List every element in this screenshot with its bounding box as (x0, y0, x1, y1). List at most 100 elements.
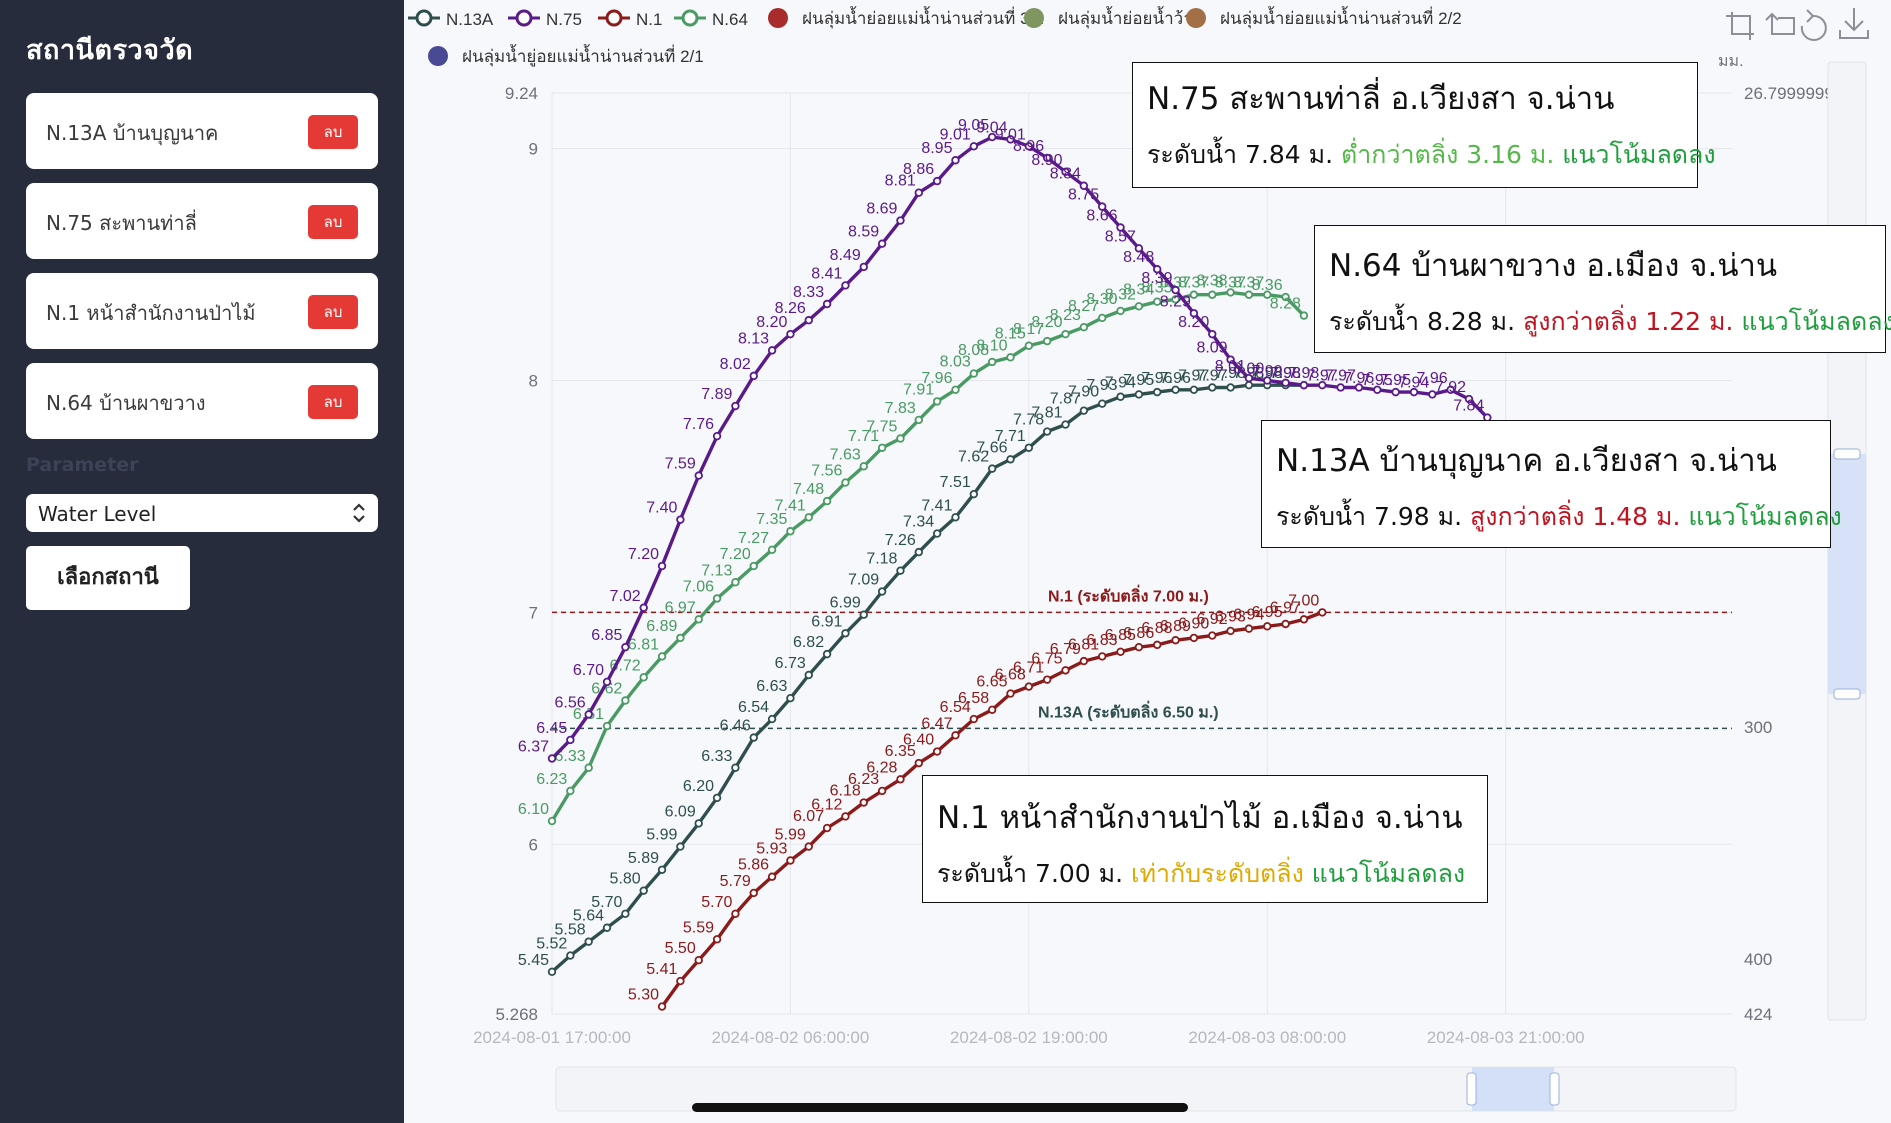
data-point[interactable] (547, 967, 557, 976)
vertical-zoom-handle-bottom[interactable] (1833, 688, 1861, 700)
data-point[interactable] (1024, 443, 1034, 452)
data-point[interactable] (951, 513, 960, 522)
legend-swatch-marker[interactable] (515, 9, 533, 27)
data-point[interactable] (1226, 355, 1235, 364)
data-point[interactable] (969, 142, 979, 151)
data-point[interactable] (951, 731, 960, 740)
select-station-button[interactable]: เลือกสถานี (26, 546, 190, 610)
data-point[interactable] (1409, 387, 1419, 397)
legend-swatch[interactable] (768, 8, 788, 28)
legend-swatch[interactable] (1024, 8, 1044, 28)
station-card-n1[interactable]: N.1 หน้าสำนักงานป่าไม้ ลบ (26, 273, 378, 349)
data-point[interactable] (1208, 329, 1217, 339)
data-point[interactable] (1024, 142, 1034, 151)
data-point[interactable] (1171, 636, 1180, 645)
data-point[interactable] (1006, 135, 1015, 144)
data-point[interactable] (712, 935, 722, 944)
data-point[interactable] (1336, 383, 1345, 392)
data-point[interactable] (1428, 390, 1437, 399)
data-point[interactable] (1153, 387, 1162, 397)
data-point[interactable] (932, 529, 942, 538)
data-point[interactable] (1281, 619, 1290, 629)
data-point[interactable] (712, 594, 722, 603)
data-point[interactable] (896, 434, 905, 443)
data-point[interactable] (1079, 322, 1089, 332)
data-point[interactable] (877, 239, 887, 248)
data-point[interactable] (1171, 385, 1180, 394)
data-point[interactable] (951, 385, 960, 394)
station-card-n75[interactable]: N.75 สะพานท่าลี่ ลบ (26, 183, 378, 259)
data-point[interactable] (1281, 292, 1290, 302)
legend-swatch[interactable] (428, 46, 448, 66)
data-point[interactable] (767, 545, 777, 554)
data-point[interactable] (767, 872, 777, 881)
data-point[interactable] (1134, 642, 1144, 652)
data-point[interactable] (877, 587, 887, 596)
data-point[interactable] (914, 415, 923, 425)
data-point[interactable] (1299, 615, 1309, 624)
legend-swatch[interactable] (1186, 8, 1206, 28)
data-point[interactable] (859, 610, 868, 619)
data-point[interactable] (731, 763, 740, 772)
data-point[interactable] (1024, 682, 1034, 691)
data-point[interactable] (1042, 427, 1052, 436)
data-point[interactable] (1354, 383, 1364, 392)
data-point[interactable] (1042, 153, 1052, 163)
data-point[interactable] (1189, 385, 1199, 394)
data-point[interactable] (859, 262, 868, 272)
data-point[interactable] (749, 888, 758, 898)
data-point[interactable] (1024, 341, 1034, 350)
data-point[interactable] (896, 566, 905, 575)
data-point[interactable] (566, 951, 575, 960)
data-point[interactable] (547, 816, 557, 826)
data-point[interactable] (914, 758, 923, 768)
data-point[interactable] (694, 819, 703, 828)
data-point[interactable] (877, 786, 887, 796)
data-point[interactable] (951, 156, 960, 165)
data-point[interactable] (1208, 383, 1217, 392)
data-point[interactable] (621, 696, 630, 705)
data-point[interactable] (786, 329, 795, 339)
data-point[interactable] (1079, 406, 1089, 415)
data-point[interactable] (749, 733, 758, 742)
data-point[interactable] (584, 937, 593, 946)
data-point[interactable] (602, 721, 612, 731)
data-point[interactable] (1226, 383, 1235, 392)
data-point[interactable] (804, 842, 813, 851)
data-point[interactable] (987, 132, 997, 142)
data-point[interactable] (1208, 290, 1217, 299)
horizontal-zoom-handle-left[interactable] (1466, 1072, 1477, 1106)
data-point[interactable] (584, 763, 593, 772)
data-point[interactable] (822, 496, 832, 506)
data-point[interactable] (584, 710, 593, 719)
data-point[interactable] (841, 629, 850, 638)
data-point[interactable] (1042, 675, 1052, 684)
data-point[interactable] (731, 401, 740, 411)
zoom-back-icon[interactable] (1765, 12, 1795, 35)
station-card-n13a[interactable]: N.13A บ้านบุญนาค ลบ (26, 93, 378, 169)
delete-station-button[interactable]: ลบ (308, 385, 358, 419)
data-point[interactable] (859, 462, 868, 471)
data-point[interactable] (969, 489, 979, 499)
data-point[interactable] (859, 798, 868, 807)
data-point[interactable] (1061, 420, 1070, 429)
legend-swatch-marker[interactable] (415, 9, 433, 27)
data-point[interactable] (1061, 167, 1070, 177)
data-point[interactable] (1446, 385, 1455, 394)
data-point[interactable] (804, 670, 813, 680)
delete-station-button[interactable]: ลบ (308, 115, 358, 149)
data-point[interactable] (767, 346, 777, 355)
data-point[interactable] (877, 443, 887, 452)
data-point[interactable] (639, 886, 648, 895)
data-point[interactable] (1299, 311, 1309, 320)
data-point[interactable] (1006, 689, 1015, 698)
data-point[interactable] (969, 714, 979, 724)
data-point[interactable] (1079, 181, 1089, 190)
data-point[interactable] (1226, 626, 1235, 636)
data-point[interactable] (1061, 329, 1070, 339)
data-point[interactable] (1244, 624, 1254, 633)
data-point[interactable] (749, 371, 758, 381)
data-point[interactable] (987, 357, 997, 367)
data-point[interactable] (1098, 399, 1107, 408)
data-point[interactable] (731, 578, 740, 587)
